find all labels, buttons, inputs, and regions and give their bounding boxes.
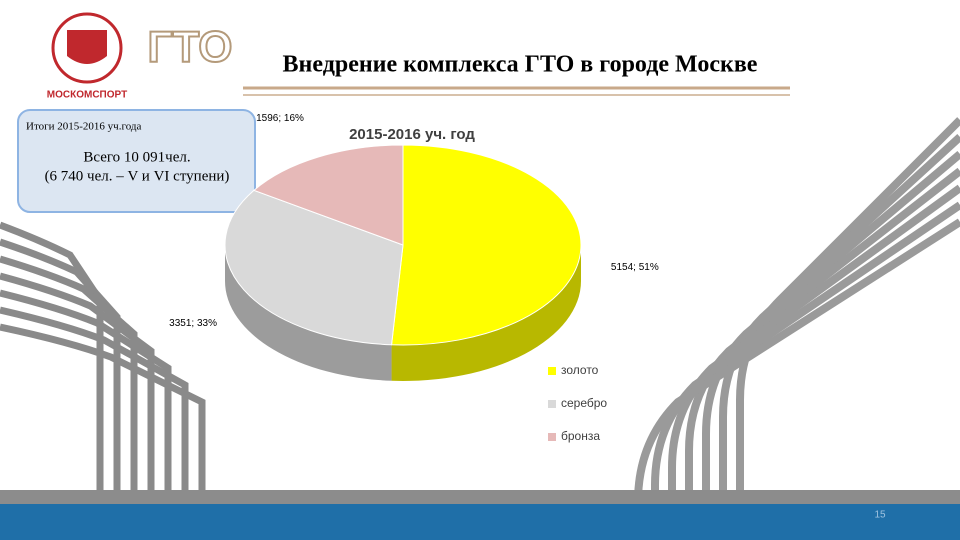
stripe (0, 255, 138, 500)
logo-gto: ГТО (148, 23, 233, 72)
stripe (0, 323, 206, 500)
logo-shield (67, 30, 107, 64)
footer-band (0, 504, 960, 540)
footer-band (0, 490, 960, 504)
callout-text: (6 740 чел. – V и VI ступени) (45, 168, 230, 184)
callout-box (17, 109, 256, 213)
callout-text: Всего 10 091чел. (83, 149, 190, 165)
stripe (0, 289, 172, 500)
legend-swatch (548, 400, 556, 408)
pie-chart: 5154; 51% 3351; 33% 1596; 16% золото серебро… (169, 113, 659, 443)
callout-heading: Итоги 2015-2016 уч.года (26, 121, 141, 133)
slide-title: Внедрение комплекса ГТО в городе Москве (283, 52, 758, 78)
stripe (0, 221, 104, 500)
legend-swatch (548, 433, 556, 441)
stripe (0, 306, 189, 500)
pie-slice (252, 144, 404, 246)
data-label: 3351; 33% (169, 318, 217, 329)
chart-title: 2015-2016 уч. год (349, 126, 475, 143)
legend-label: бронза (561, 429, 600, 443)
legend-label: серебро (561, 396, 607, 410)
data-label: 1596; 16% (256, 113, 304, 124)
pie-side (225, 245, 392, 381)
decorative-stripes (0, 117, 960, 503)
page-number: 15 (874, 510, 886, 521)
logo-text: МОСКОМСПОРТ (47, 90, 127, 101)
logo-ring (51, 12, 123, 84)
stripe (0, 238, 121, 500)
pie-side (391, 245, 581, 381)
legend-swatch (548, 367, 556, 375)
data-label: 5154; 51% (611, 262, 659, 273)
stripe (0, 272, 155, 500)
pie-slice (390, 144, 582, 346)
legend-label: золото (561, 363, 599, 377)
